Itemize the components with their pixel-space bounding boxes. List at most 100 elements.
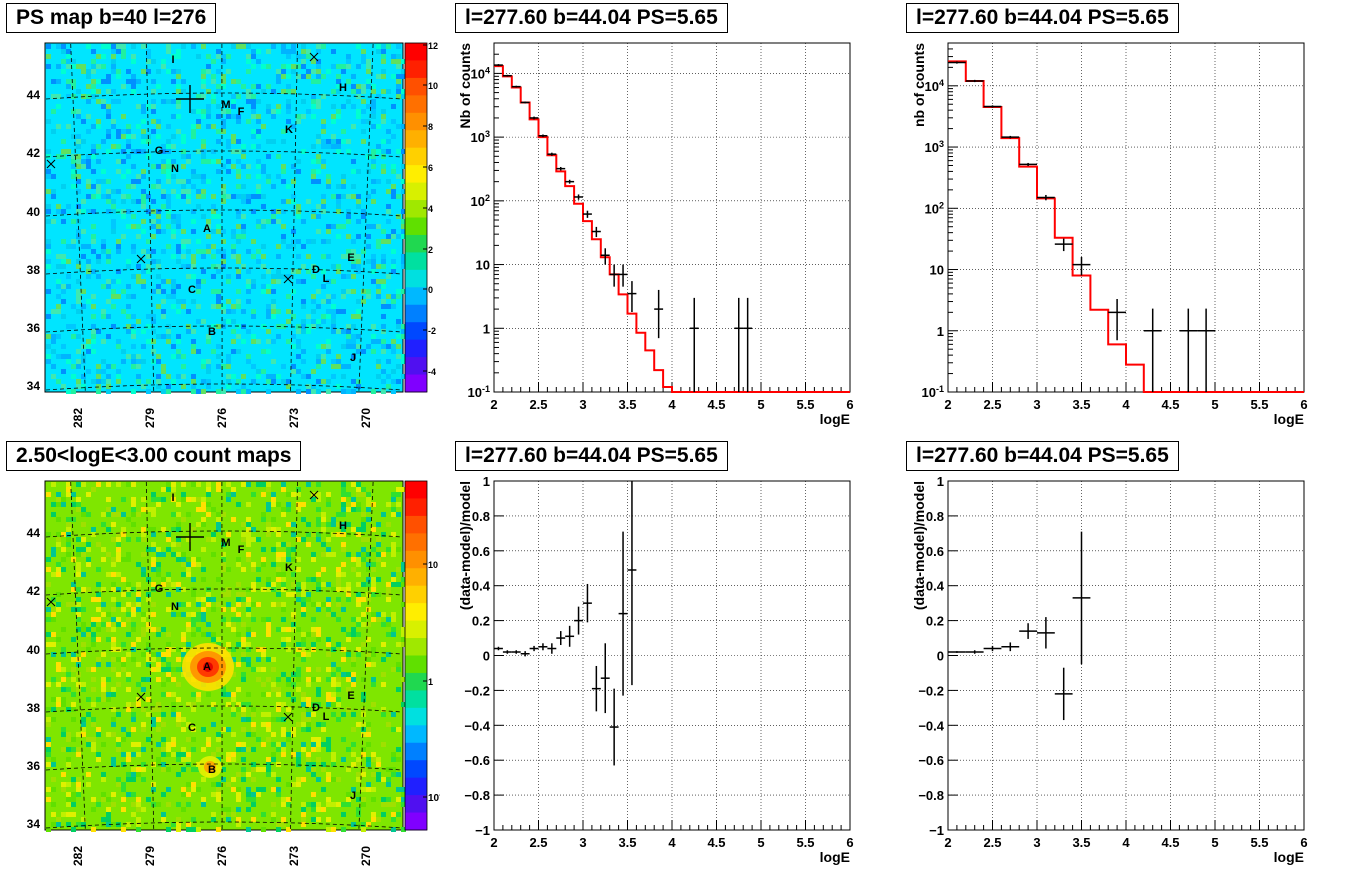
ps-map-title: PS map b=40 l=276 xyxy=(6,3,216,33)
source-label-N: N xyxy=(171,163,179,175)
colorbar-band-15 xyxy=(405,743,427,761)
residual-a-xtick-5.5: 5.5 xyxy=(796,835,814,850)
spectrum-b-xtick-5.5: 5.5 xyxy=(1250,397,1268,412)
lon-tick-273: 273 xyxy=(287,846,301,866)
spectrum-a-xtick-6: 6 xyxy=(846,397,853,412)
colorbar-band-10 xyxy=(405,656,427,674)
source-label-B: B xyxy=(208,764,216,776)
spectrum-a-xtick-5.5: 5.5 xyxy=(796,397,814,412)
spectrum-a-xtick-3: 3 xyxy=(579,397,586,412)
residual-b-ytick--0.2: −0.2 xyxy=(918,683,944,698)
colorbar-band-18 xyxy=(405,795,427,813)
residual-b-xtick-5.5: 5.5 xyxy=(1250,835,1268,850)
lat-tick-44: 44 xyxy=(27,526,41,540)
source-label-E: E xyxy=(347,252,354,264)
colorbar-band-14 xyxy=(405,725,427,743)
colorbar-band-3 xyxy=(405,95,427,113)
residual-a-ytick-0.4: 0.4 xyxy=(472,579,491,594)
colorbar-band-19 xyxy=(405,375,427,393)
lon-tick-273: 273 xyxy=(287,408,301,428)
lon-tick-279: 279 xyxy=(143,408,157,428)
residual-a-ytick--0.4: −0.4 xyxy=(464,718,490,733)
lat-tick-40: 40 xyxy=(27,643,41,657)
colorbar-tick-4: 4 xyxy=(428,204,433,214)
colorbar-band-12 xyxy=(405,252,427,270)
spectrum-b-xtick-4.5: 4.5 xyxy=(1161,397,1179,412)
residual-a-title: l=277.60 b=44.04 PS=5.65 xyxy=(455,441,728,471)
spectrum-a-ytick-1: 1 xyxy=(483,321,490,336)
source-label-D: D xyxy=(312,264,320,276)
lat-tick-36: 36 xyxy=(27,759,41,773)
source-label-C: C xyxy=(188,284,196,296)
residual-a-ytick-0.6: 0.6 xyxy=(472,544,490,559)
colorbar-tick-1: 10 xyxy=(428,81,438,91)
residual-b-xlabel: logE xyxy=(1274,849,1304,865)
spectrum-a-ytick-2: 10 xyxy=(476,258,490,273)
spectrum-a-xtick-2.5: 2.5 xyxy=(529,397,547,412)
colorbar-band-17 xyxy=(405,778,427,796)
spectrum-b-title: l=277.60 b=44.04 PS=5.65 xyxy=(906,3,1179,33)
residual-b-xtick-2: 2 xyxy=(944,835,951,850)
colorbar-band-10 xyxy=(405,218,427,236)
lon-tick-270: 270 xyxy=(359,846,373,866)
count-map-title: 2.50<logE<3.00 count maps xyxy=(6,441,301,471)
source-label-K: K xyxy=(285,124,293,136)
spectrum-b-xtick-5: 5 xyxy=(1211,397,1218,412)
residual-a-xlabel: logE xyxy=(820,849,850,865)
lon-tick-279: 279 xyxy=(143,846,157,866)
colorbar-band-4 xyxy=(405,551,427,569)
colorbar-band-6 xyxy=(405,586,427,604)
residual-a-ytick-0: 0 xyxy=(483,649,490,664)
colorbar-tick-0: 10 xyxy=(428,560,438,570)
lat-tick-42: 42 xyxy=(27,146,41,160)
spectrum-a-ytick-0: 10-1 xyxy=(468,384,490,400)
lon-tick-282: 282 xyxy=(71,408,85,428)
colorbar-tick-2: 10-1 xyxy=(428,792,440,804)
colorbar-band-12 xyxy=(405,690,427,708)
spectrum-a-xtick-4: 4 xyxy=(668,397,676,412)
residual-b-xtick-2.5: 2.5 xyxy=(983,835,1001,850)
spectrum-b-ylabel: nb of counts xyxy=(911,43,927,127)
residual-b-ytick-0.6: 0.6 xyxy=(926,544,944,559)
colorbar-band-6 xyxy=(405,148,427,166)
spectrum-b-xtick-2.5: 2.5 xyxy=(983,397,1001,412)
colorbar-band-11 xyxy=(405,673,427,691)
colorbar-band-1 xyxy=(405,498,427,516)
source-label-J: J xyxy=(350,790,356,802)
residual-b-ytick--0.8: −0.8 xyxy=(918,788,944,803)
source-label-F: F xyxy=(238,544,245,556)
colorbar-tick-0: 12 xyxy=(428,41,438,51)
colorbar-band-8 xyxy=(405,183,427,201)
spectrum-b-ytick-2: 10 xyxy=(930,263,944,278)
colorbar-band-9 xyxy=(405,638,427,656)
lon-tick-276: 276 xyxy=(215,408,229,428)
spectrum-a-ytick-5: 104 xyxy=(471,65,490,81)
residual-a-xtick-5: 5 xyxy=(757,835,764,850)
source-label-E: E xyxy=(347,690,354,702)
residual-b-ytick--0.4: −0.4 xyxy=(918,718,944,733)
colorbar-band-9 xyxy=(405,200,427,218)
source-label-G: G xyxy=(155,145,164,157)
colorbar-band-11 xyxy=(405,235,427,253)
residual-a-ytick-0.2: 0.2 xyxy=(472,614,490,629)
spectrum-a-xtick-5: 5 xyxy=(757,397,764,412)
spectrum-b-ytick-1: 1 xyxy=(937,324,944,339)
residual-b-xtick-5: 5 xyxy=(1211,835,1218,850)
source-label-C: C xyxy=(188,722,196,734)
residual-a-xtick-4.5: 4.5 xyxy=(707,835,725,850)
residual-b-ytick-0.2: 0.2 xyxy=(926,614,944,629)
source-label-I: I xyxy=(171,492,174,504)
spectrum-b-xlabel: logE xyxy=(1274,411,1304,427)
spectrum-a-xtick-3.5: 3.5 xyxy=(618,397,636,412)
colorbar-band-15 xyxy=(405,305,427,323)
residual-a-ytick--0.8: −0.8 xyxy=(464,788,490,803)
residual-b-xtick-4.5: 4.5 xyxy=(1161,835,1179,850)
